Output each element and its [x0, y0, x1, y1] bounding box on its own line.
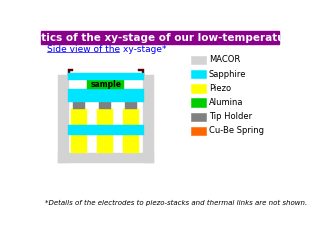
Bar	[68, 125, 144, 135]
Text: Alumina: Alumina	[209, 98, 244, 107]
Bar	[123, 125, 139, 135]
Text: Piezo: Piezo	[209, 84, 231, 93]
Bar	[68, 89, 144, 102]
Bar	[97, 135, 113, 153]
Bar	[41, 31, 279, 44]
Bar	[143, 76, 154, 163]
Bar	[97, 109, 113, 125]
Bar	[97, 125, 113, 135]
Bar	[68, 72, 144, 80]
Bar	[71, 135, 87, 153]
Bar	[191, 70, 206, 78]
Bar	[123, 135, 139, 153]
Bar	[71, 109, 87, 125]
Bar	[191, 98, 206, 107]
Bar	[71, 125, 87, 135]
Bar	[99, 102, 111, 109]
Text: Schematics of the xy-stage of our low-temperature STM: Schematics of the xy-stage of our low-te…	[0, 33, 320, 43]
Text: MACOR: MACOR	[209, 55, 240, 64]
Bar	[87, 80, 124, 89]
Text: sample: sample	[90, 80, 121, 89]
Bar	[58, 153, 154, 163]
Bar	[191, 113, 206, 121]
Polygon shape	[68, 69, 73, 76]
Bar	[125, 102, 137, 109]
Text: *Details of the electrodes to piezo-stacks and thermal links are not shown.: *Details of the electrodes to piezo-stac…	[45, 200, 307, 206]
Text: Cu-Be Spring: Cu-Be Spring	[209, 126, 264, 135]
Text: Tip Holder: Tip Holder	[209, 112, 252, 121]
Text: Side view of the xy-stage*: Side view of the xy-stage*	[47, 45, 167, 54]
Bar	[191, 84, 206, 93]
Bar	[191, 127, 206, 135]
Polygon shape	[139, 69, 144, 76]
Text: Sapphire: Sapphire	[209, 70, 246, 78]
Bar	[191, 56, 206, 64]
Bar	[123, 109, 139, 125]
Bar	[73, 102, 85, 109]
Bar	[58, 76, 69, 163]
